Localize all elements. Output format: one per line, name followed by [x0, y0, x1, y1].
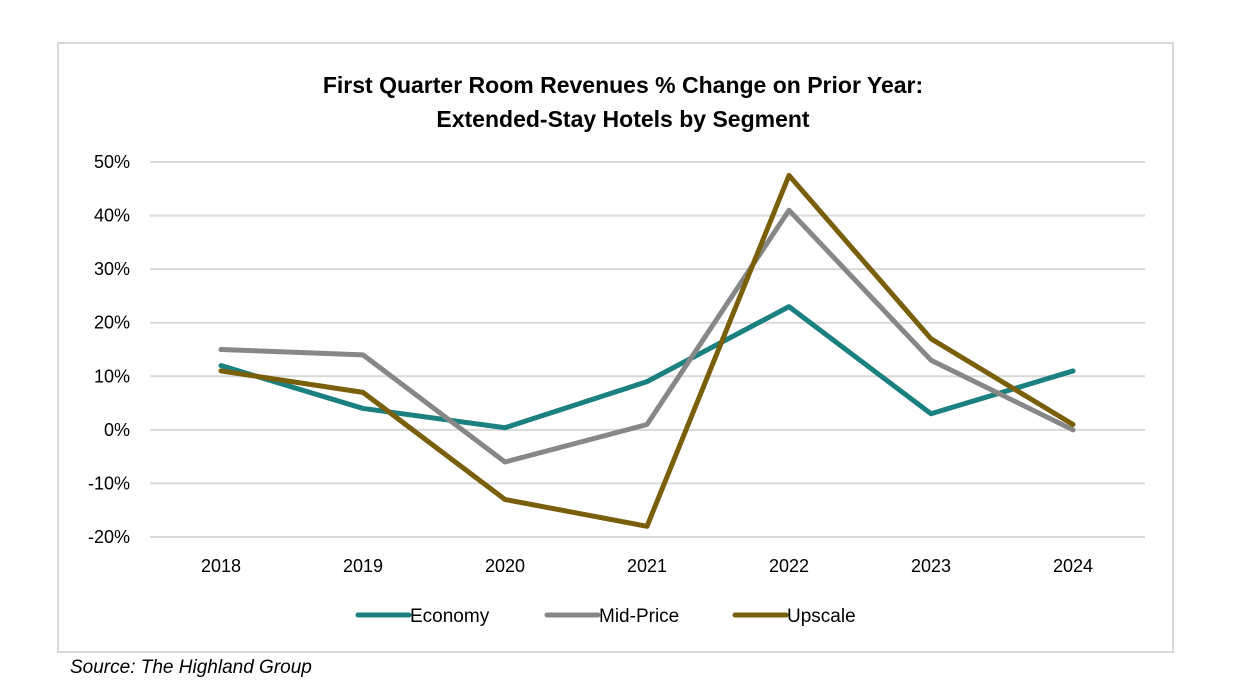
y-tick-label: 50% [94, 152, 130, 172]
x-tick-label: 2018 [201, 556, 241, 576]
series-line-upscale [218, 172, 1076, 529]
legend-label-mid-price: Mid-Price [599, 606, 679, 627]
chart-frame [57, 42, 1174, 653]
y-tick-label: 30% [94, 259, 130, 279]
x-tick-label: 2020 [485, 556, 525, 576]
y-tick-label: 0% [104, 420, 130, 440]
series-line-mid-price [218, 207, 1076, 465]
x-tick-label: 2022 [769, 556, 809, 576]
y-tick-label: 40% [94, 206, 130, 226]
x-tick-label: 2024 [1053, 556, 1093, 576]
legend-label-economy: Economy [410, 606, 490, 627]
y-tick-label: 10% [94, 366, 130, 386]
chart-title-line-1: First Quarter Room Revenues % Change on … [323, 72, 923, 98]
source-note: Source: The Highland Group [70, 657, 312, 678]
x-tick-label: 2019 [343, 556, 383, 576]
y-tick-label: 20% [94, 313, 130, 333]
chart-title-line-2: Extended-Stay Hotels by Segment [436, 106, 810, 132]
x-tick-label: 2023 [911, 556, 951, 576]
legend-label-upscale: Upscale [787, 606, 856, 627]
series-line-economy [218, 304, 1076, 431]
x-tick-label: 2021 [627, 556, 667, 576]
y-tick-label: -10% [88, 473, 130, 493]
y-tick-label: -20% [88, 527, 130, 547]
